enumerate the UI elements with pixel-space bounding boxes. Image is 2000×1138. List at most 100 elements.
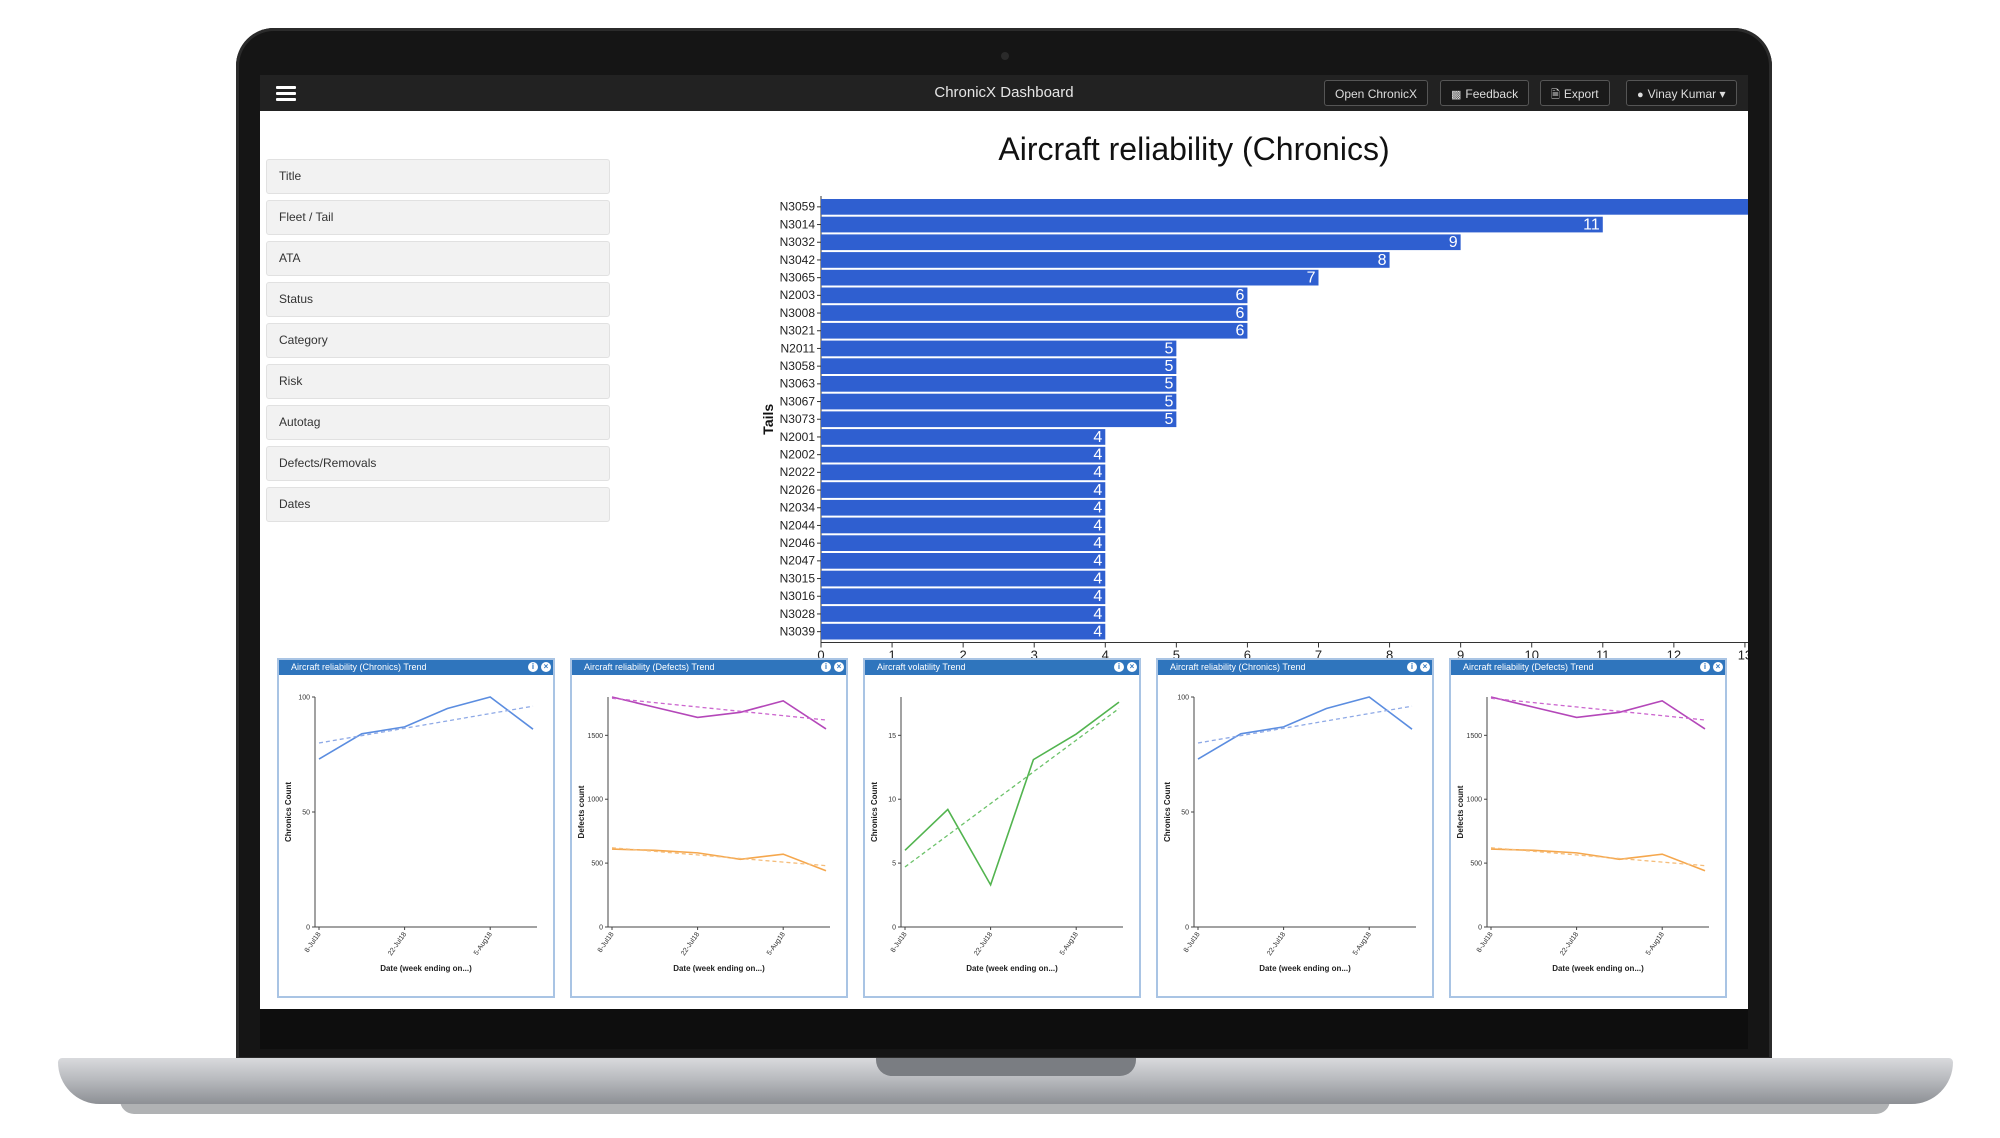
y-tick-label: N3067 [780,394,816,408]
info-icon[interactable]: i [1700,662,1710,672]
close-icon[interactable]: × [1127,662,1137,672]
y-tick-label: N3065 [780,271,816,285]
y-axis-label: Chronics Count [870,782,879,842]
bar-value-label: 11 [1583,216,1600,233]
bar [821,269,1319,286]
file-export-icon: 🗎 [1551,89,1560,101]
y-tick-label: N3063 [780,377,816,391]
filter-ata[interactable]: ATA [266,241,610,276]
x-tick-label: 0 [817,648,824,663]
trend-panel-5: Aircraft reliability (Defects) Trend i ×… [1449,658,1727,998]
x-tick-label: 22-Jul18 [1266,931,1287,957]
comment-icon: ▩ [1451,89,1462,101]
filter-autotag[interactable]: Autotag [266,405,610,440]
y-axis-label: Chronics Count [284,782,293,842]
user-icon: ● [1637,89,1644,101]
menu-icon[interactable] [276,83,296,103]
bar [821,376,1177,392]
filter-title[interactable]: Title [266,159,610,194]
series-line [1197,696,1413,760]
feedback-button[interactable]: ▩ Feedback [1440,80,1530,106]
x-tick-label: 5-Aug18 [1645,931,1666,957]
panel-title: Aircraft volatility Trend [877,662,966,672]
panel-title: Aircraft reliability (Defects) Trend [1463,662,1594,672]
x-tick-label: 22-Jul18 [1559,931,1580,957]
x-tick-label: 13 [1738,648,1748,663]
open-chronicx-label: Open ChronicX [1335,87,1418,101]
filter-dates[interactable]: Dates [266,487,610,522]
x-tick-label: 5-Aug18 [473,931,494,957]
filter-label: Title [279,169,302,183]
filter-fleet-tail[interactable]: Fleet / Tail [266,200,610,235]
trend-panel-1: Aircraft reliability (Chronics) Trend i … [277,658,555,998]
filter-label: Defects/Removals [279,456,377,470]
y-tick-label: 100 [1177,695,1189,702]
filter-label: Dates [279,497,311,511]
bar [821,606,1106,622]
info-icon[interactable]: i [821,662,831,672]
bar-value-label: 5 [1164,340,1173,357]
y-tick-label: N3015 [780,571,816,585]
bar [821,570,1106,587]
close-icon[interactable]: × [1713,662,1723,672]
bar [821,446,1106,463]
y-tick-label: 500 [1470,861,1482,868]
bar-value-label: 5 [1164,411,1173,428]
trend-panel-3: Aircraft volatility Trend i × 0 5 10 15 8-Ju… [863,658,1141,998]
open-chronicx-button[interactable]: Open ChronicX [1324,80,1429,106]
x-tick-label: 5-Aug18 [1059,931,1080,957]
y-tick-label: 0 [599,925,603,932]
bar-value-label: 6 [1236,323,1245,340]
trend-line [611,697,827,721]
x-tick-label: 5-Aug18 [766,931,787,957]
bar [821,499,1106,516]
y-tick-label: 1500 [587,733,603,740]
y-tick-label: N3008 [780,306,816,320]
close-icon[interactable]: × [834,662,844,672]
info-icon[interactable]: i [528,662,538,672]
filter-label: Fleet / Tail [279,210,334,224]
export-label: Export [1563,87,1599,101]
y-tick-label: N3014 [780,217,816,231]
close-icon[interactable]: × [1420,662,1430,672]
y-tick-label: N2003 [780,288,816,302]
panel-header: Aircraft reliability (Chronics) Trend i … [279,660,553,675]
series-line [318,696,534,760]
bar [821,358,1177,374]
close-icon[interactable]: × [541,662,551,672]
bar [821,340,1177,357]
y-tick-label: N3058 [780,359,816,373]
filter-defects-removals[interactable]: Defects/Removals [266,446,610,481]
filter-status[interactable]: Status [266,282,610,317]
panel-header: Aircraft reliability (Defects) Trend i × [572,660,846,675]
filter-risk[interactable]: Risk [266,364,610,399]
trend-line [904,707,1120,868]
info-icon[interactable]: i [1114,662,1124,672]
filter-category[interactable]: Category [266,323,610,358]
main-bar-chart: Aircraft reliability (Chronics) 14N30591… [640,111,1748,671]
export-button[interactable]: 🗎 Export [1540,80,1610,106]
y-tick-label: N2001 [780,430,816,444]
y-tick-label: N3021 [780,324,816,338]
y-tick-label: N3042 [780,253,816,267]
bar-value-label: 4 [1093,464,1102,481]
user-menu-button[interactable]: ● Vinay Kumar ▾ [1626,80,1737,106]
bar [821,216,1603,233]
bar-value-label: 4 [1093,517,1102,534]
bar-value-label: 6 [1236,287,1245,304]
dashboard-screen: ChronicX Dashboard Open ChronicX ▩ Feedba… [260,75,1748,1009]
filter-label: Risk [279,374,303,388]
trend-line [611,847,827,867]
app-title: ChronicX Dashboard [934,84,1074,101]
y-tick-label: N3028 [780,607,816,621]
info-icon[interactable]: i [1407,662,1417,672]
x-tick-label: 3 [1031,648,1038,663]
bar-value-label: 7 [1307,270,1316,287]
x-tick-label: 8-Jul18 [597,931,616,954]
bar-value-label: 8 [1378,252,1387,269]
bar [821,464,1106,481]
y-tick-label: 0 [1478,925,1482,932]
x-axis-label: Date (week ending on...) [1259,964,1351,973]
